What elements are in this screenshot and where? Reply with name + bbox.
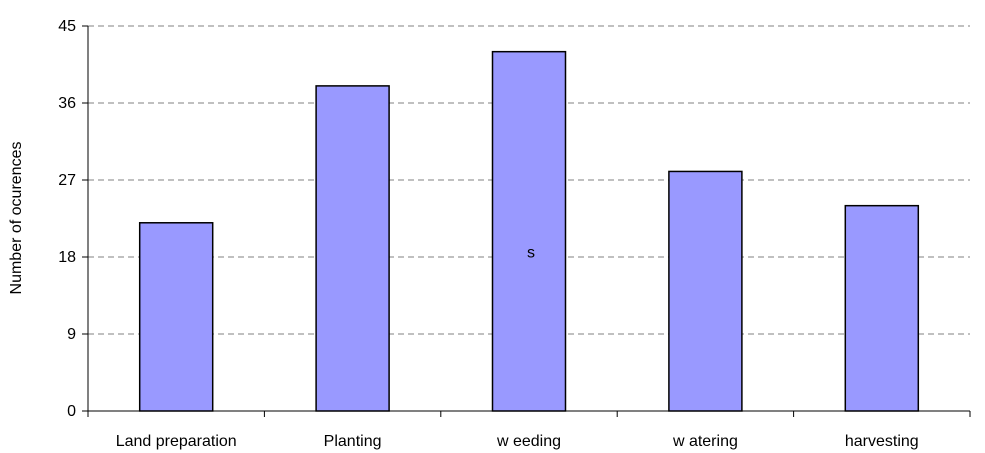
bars bbox=[138, 50, 920, 412]
axes bbox=[82, 25, 971, 417]
y-tick-labels: 0 9 18 27 36 45 bbox=[58, 18, 76, 420]
bar bbox=[668, 170, 743, 412]
x-tick-labels: Land preparation Planting w eeding w aterin… bbox=[116, 433, 919, 450]
annotation-label: s bbox=[527, 245, 535, 262]
y-tick-label: 45 bbox=[58, 18, 76, 35]
x-tick-label: Land preparation bbox=[116, 433, 237, 450]
y-tick-label: 36 bbox=[58, 95, 76, 112]
bar bbox=[844, 204, 920, 412]
y-tick-label: 0 bbox=[67, 403, 76, 420]
y-tick-label: 18 bbox=[58, 249, 76, 266]
y-tick-label: 9 bbox=[67, 326, 76, 343]
y-axis-label: Number of ocurences bbox=[8, 142, 25, 295]
x-tick-label: w eeding bbox=[496, 433, 561, 450]
bar bbox=[315, 85, 390, 412]
y-tick-label: 27 bbox=[58, 172, 76, 189]
bar bbox=[138, 222, 214, 412]
bar bbox=[491, 50, 567, 412]
x-tick-label: harvesting bbox=[845, 433, 919, 450]
x-tick-label: w atering bbox=[672, 433, 738, 450]
x-tick-label: Planting bbox=[324, 433, 382, 450]
annotations: s bbox=[527, 245, 535, 262]
